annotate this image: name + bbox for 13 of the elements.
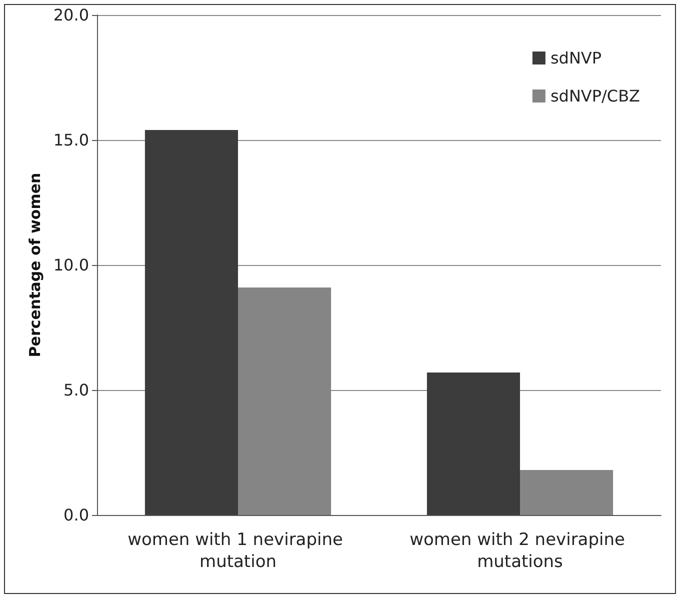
y-tick-label: 5.0	[64, 380, 89, 400]
bar	[144, 130, 238, 515]
y-tick-label: 0.0	[64, 506, 89, 524]
legend-label: sdNVP	[550, 48, 602, 68]
bar	[426, 372, 520, 515]
x-tick-label: women with 2 nevirapine mutations	[410, 530, 630, 572]
y-tick-label: 20.0	[53, 6, 89, 24]
legend-label: sdNVP/CBZ	[550, 86, 640, 106]
y-axis-title: Percentage of women	[26, 172, 44, 358]
y-tick-label: 15.0	[53, 130, 89, 150]
x-tick-label: women with 1 nevirapine mutation	[128, 530, 348, 572]
y-tick-label: 10.0	[53, 256, 89, 274]
bar	[520, 470, 614, 515]
